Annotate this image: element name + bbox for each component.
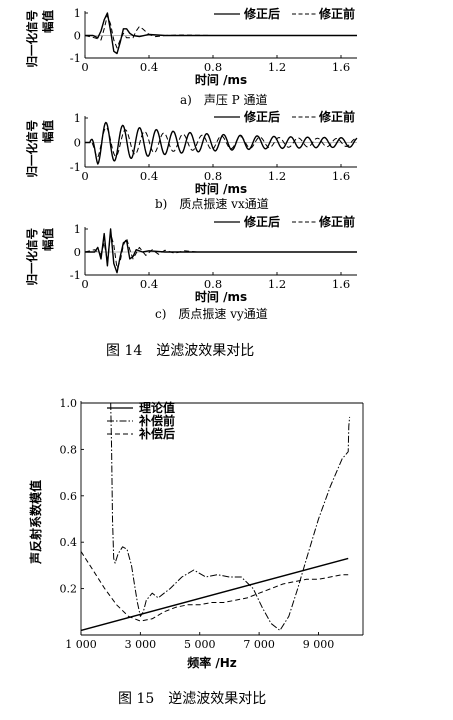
series-line-1 <box>85 12 357 55</box>
y-tick-label: 0 <box>74 245 81 259</box>
x-tick-label: 3 000 <box>125 638 157 651</box>
fig14c-ylabel-line2: 幅值 <box>41 228 55 251</box>
panel-subcaption: a) 声压 P 通道 <box>180 93 268 107</box>
y-tick-label: -1 <box>70 51 81 65</box>
fig14b-ylabel-line1: 归一化信号 <box>25 120 39 178</box>
y-tick-label: 0 <box>74 136 81 150</box>
series-line-3 <box>80 551 349 622</box>
x-tick-label: 1.2 <box>268 60 286 74</box>
series-line-2 <box>85 127 358 158</box>
panel-subcaption: b) 质点振速 vx通道 <box>155 197 269 211</box>
y-tick-label: -1 <box>70 268 81 282</box>
x-axis-label: 时间 /ms <box>195 289 247 304</box>
x-tick-label: 0 <box>81 60 88 74</box>
y-tick-label: 0.4 <box>60 536 78 549</box>
x-axis-label: 时间 /ms <box>195 181 247 196</box>
series-line-1 <box>80 557 349 632</box>
panel-subcaption: c) 质点振速 vy通道 <box>155 307 268 321</box>
legend-label: 修正后 <box>243 214 280 229</box>
series-line-2 <box>84 14 357 49</box>
x-tick-label: 1.2 <box>268 277 286 291</box>
x-tick-label: 5 000 <box>184 638 216 651</box>
series-line-2 <box>110 402 351 631</box>
x-tick-label: 1.6 <box>332 169 350 183</box>
x-tick-label: 1.2 <box>268 169 286 183</box>
y-tick-label: 1.0 <box>60 397 78 410</box>
fig14a-ylabel-line2: 幅值 <box>41 10 55 33</box>
legend-label: 补偿后 <box>138 426 175 441</box>
fig14-caption: 图 14 逆滤波效果对比 <box>106 343 254 359</box>
series-line-2 <box>84 233 357 269</box>
series-line-1 <box>85 228 357 274</box>
fig15-caption: 图 15 逆滤波效果对比 <box>118 691 266 707</box>
y-tick-label: 0.6 <box>60 490 78 503</box>
x-axis-label: 时间 /ms <box>195 72 247 87</box>
fig15-ylabel: 声反射系数模值 <box>28 480 43 565</box>
y-tick-label: 0.2 <box>60 583 78 596</box>
x-tick-label: 0.8 <box>204 60 222 74</box>
x-tick-label: 0.8 <box>204 169 222 183</box>
x-tick-label: 7 000 <box>243 638 275 651</box>
x-tick-label: 9 000 <box>303 638 335 651</box>
x-tick-label: 0.4 <box>140 169 158 183</box>
fig14c-ylabel-line1: 归一化信号 <box>25 228 39 286</box>
series-line-1 <box>85 121 358 165</box>
legend-label: 理论值 <box>139 400 175 415</box>
x-tick-label: 0.8 <box>204 277 222 291</box>
y-tick-label: -1 <box>70 160 81 174</box>
y-tick-label: 1 <box>74 6 81 20</box>
x-tick-label: 1.6 <box>332 60 350 74</box>
x-axis-label: 频率 /Hz <box>187 655 237 670</box>
legend-label: 修正前 <box>318 6 355 21</box>
fig15-chart: 声反射系数模值 1 000 3 000 5 000 7 000 9 000 0.2 0.4 0… <box>28 397 364 670</box>
legend-label: 修正前 <box>318 109 355 124</box>
legend-label: 修正后 <box>243 6 280 21</box>
y-tick-label: 1 <box>74 222 81 236</box>
x-tick-label: 1 000 <box>65 638 97 651</box>
x-tick-label: 0.4 <box>140 60 158 74</box>
y-tick-label: 0.8 <box>60 443 78 456</box>
x-tick-label: 0 <box>81 169 88 183</box>
x-tick-label: 0 <box>81 277 88 291</box>
fig14a-ylabel-line1: 归一化信号 <box>25 10 39 68</box>
y-tick-label: 1 <box>74 111 81 125</box>
y-tick-label: 0 <box>74 29 81 43</box>
x-tick-label: 0.4 <box>140 277 158 291</box>
legend-label: 修正前 <box>318 214 355 229</box>
legend-label: 补偿前 <box>138 413 175 428</box>
x-tick-label: 1.6 <box>332 277 350 291</box>
fig14b-ylabel-line2: 幅值 <box>41 120 55 143</box>
legend-label: 修正后 <box>243 109 280 124</box>
